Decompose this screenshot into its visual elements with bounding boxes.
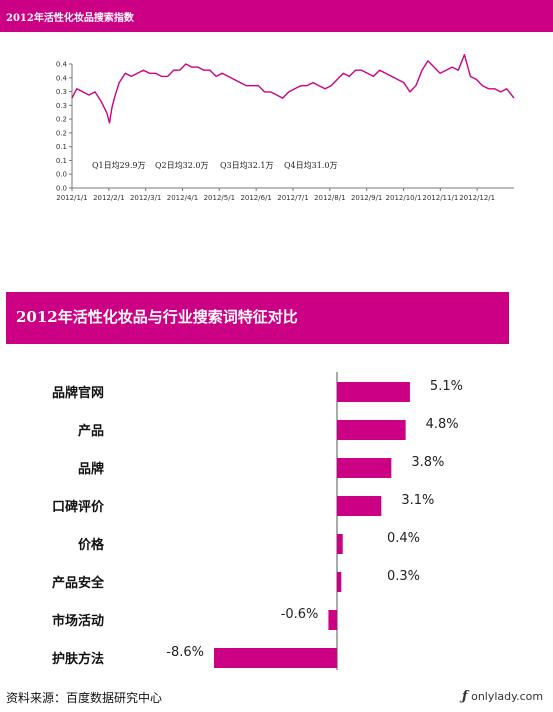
y-tick-label: 0.4 <box>56 74 68 82</box>
x-tick-label: 2012/5/1 <box>204 194 235 202</box>
x-tick-label: 2012/8/1 <box>314 194 345 202</box>
y-tick-label: 0.2 <box>56 116 67 124</box>
category-label: 品牌官网 <box>52 385 104 401</box>
category-label: 护肤方法 <box>52 651 104 667</box>
search-index-line <box>71 54 515 124</box>
bar <box>337 496 382 516</box>
value-label: 3.8% <box>411 455 444 470</box>
x-tick-label: 2012/4/1 <box>167 194 198 202</box>
category-label: 品牌 <box>78 461 104 477</box>
category-label: 产品 <box>78 423 104 439</box>
x-tick-label: 2012/1/1 <box>56 194 87 202</box>
x-tick-label: 2012/11/1 <box>422 194 458 202</box>
x-tick-label: 2012/6/1 <box>240 194 271 202</box>
quarter-annotation: Q1日均29.9万 <box>92 160 145 170</box>
source-note: 资料来源：百度数据研究中心 <box>6 691 163 705</box>
quarter-annotation: Q4日均31.0万 <box>284 160 337 170</box>
y-tick-label: 0.0 <box>56 185 67 193</box>
y-tick-label: 0.3 <box>56 88 67 96</box>
value-label: 0.4% <box>387 531 420 546</box>
value-label: 5.1% <box>430 379 463 394</box>
x-tick-label: 2012/9/1 <box>351 194 382 202</box>
watermark-text: onlylady.com <box>471 690 544 703</box>
bar <box>337 420 406 440</box>
x-tick-label: 2012/2/1 <box>93 194 124 202</box>
bar <box>337 572 342 592</box>
bar <box>337 534 343 554</box>
line-chart-header: 2012年活性化妆品搜索指数 <box>0 0 553 32</box>
y-tick-label: 0.1 <box>56 143 67 151</box>
line-chart: 0.0 0.0 0.1 0.1 0.2 0.2 0.3 0.3 0.4 0.4 2012/1/1 20… <box>56 54 515 202</box>
line-chart-title: 2012年活性化妆品搜索指数 <box>6 13 134 24</box>
value-label: 0.3% <box>387 569 420 584</box>
category-label: 口碑评价 <box>52 499 105 515</box>
value-label: 4.8% <box>426 417 459 432</box>
category-label: 市场活动 <box>52 613 104 629</box>
category-label: 价格 <box>78 537 105 553</box>
y-tick-label: 0.0 <box>56 171 67 179</box>
y-tick-label: 0.2 <box>56 129 67 137</box>
value-label: -8.6% <box>166 645 204 660</box>
bar-chart-header: 2012年活性化妆品与行业搜索词特征对比 <box>6 292 509 344</box>
y-tick-label: 0.1 <box>56 157 67 165</box>
y-tick-label: 0.4 <box>56 61 68 69</box>
y-tick-label: 0.3 <box>56 102 67 110</box>
quarter-annotation: Q2日均32.0万 <box>155 160 208 170</box>
bar <box>328 610 337 630</box>
value-label: 3.1% <box>401 493 434 508</box>
x-tick-label: 2012/10/1 <box>386 194 422 202</box>
value-label: -0.6% <box>281 607 319 622</box>
quarter-annotation: Q3日均32.1万 <box>220 160 273 170</box>
watermark-logo: ƒ onlylady.com <box>462 689 544 704</box>
x-tick-label: 2012/12/1 <box>459 194 495 202</box>
bar-chart-title: 2012年活性化妆品与行业搜索词特征对比 <box>16 308 298 326</box>
x-tick-label: 2012/3/1 <box>130 194 161 202</box>
bar <box>214 648 337 668</box>
bar <box>337 458 392 478</box>
bar <box>337 382 410 402</box>
x-tick-label: 2012/7/1 <box>277 194 308 202</box>
category-label: 产品安全 <box>52 575 105 591</box>
